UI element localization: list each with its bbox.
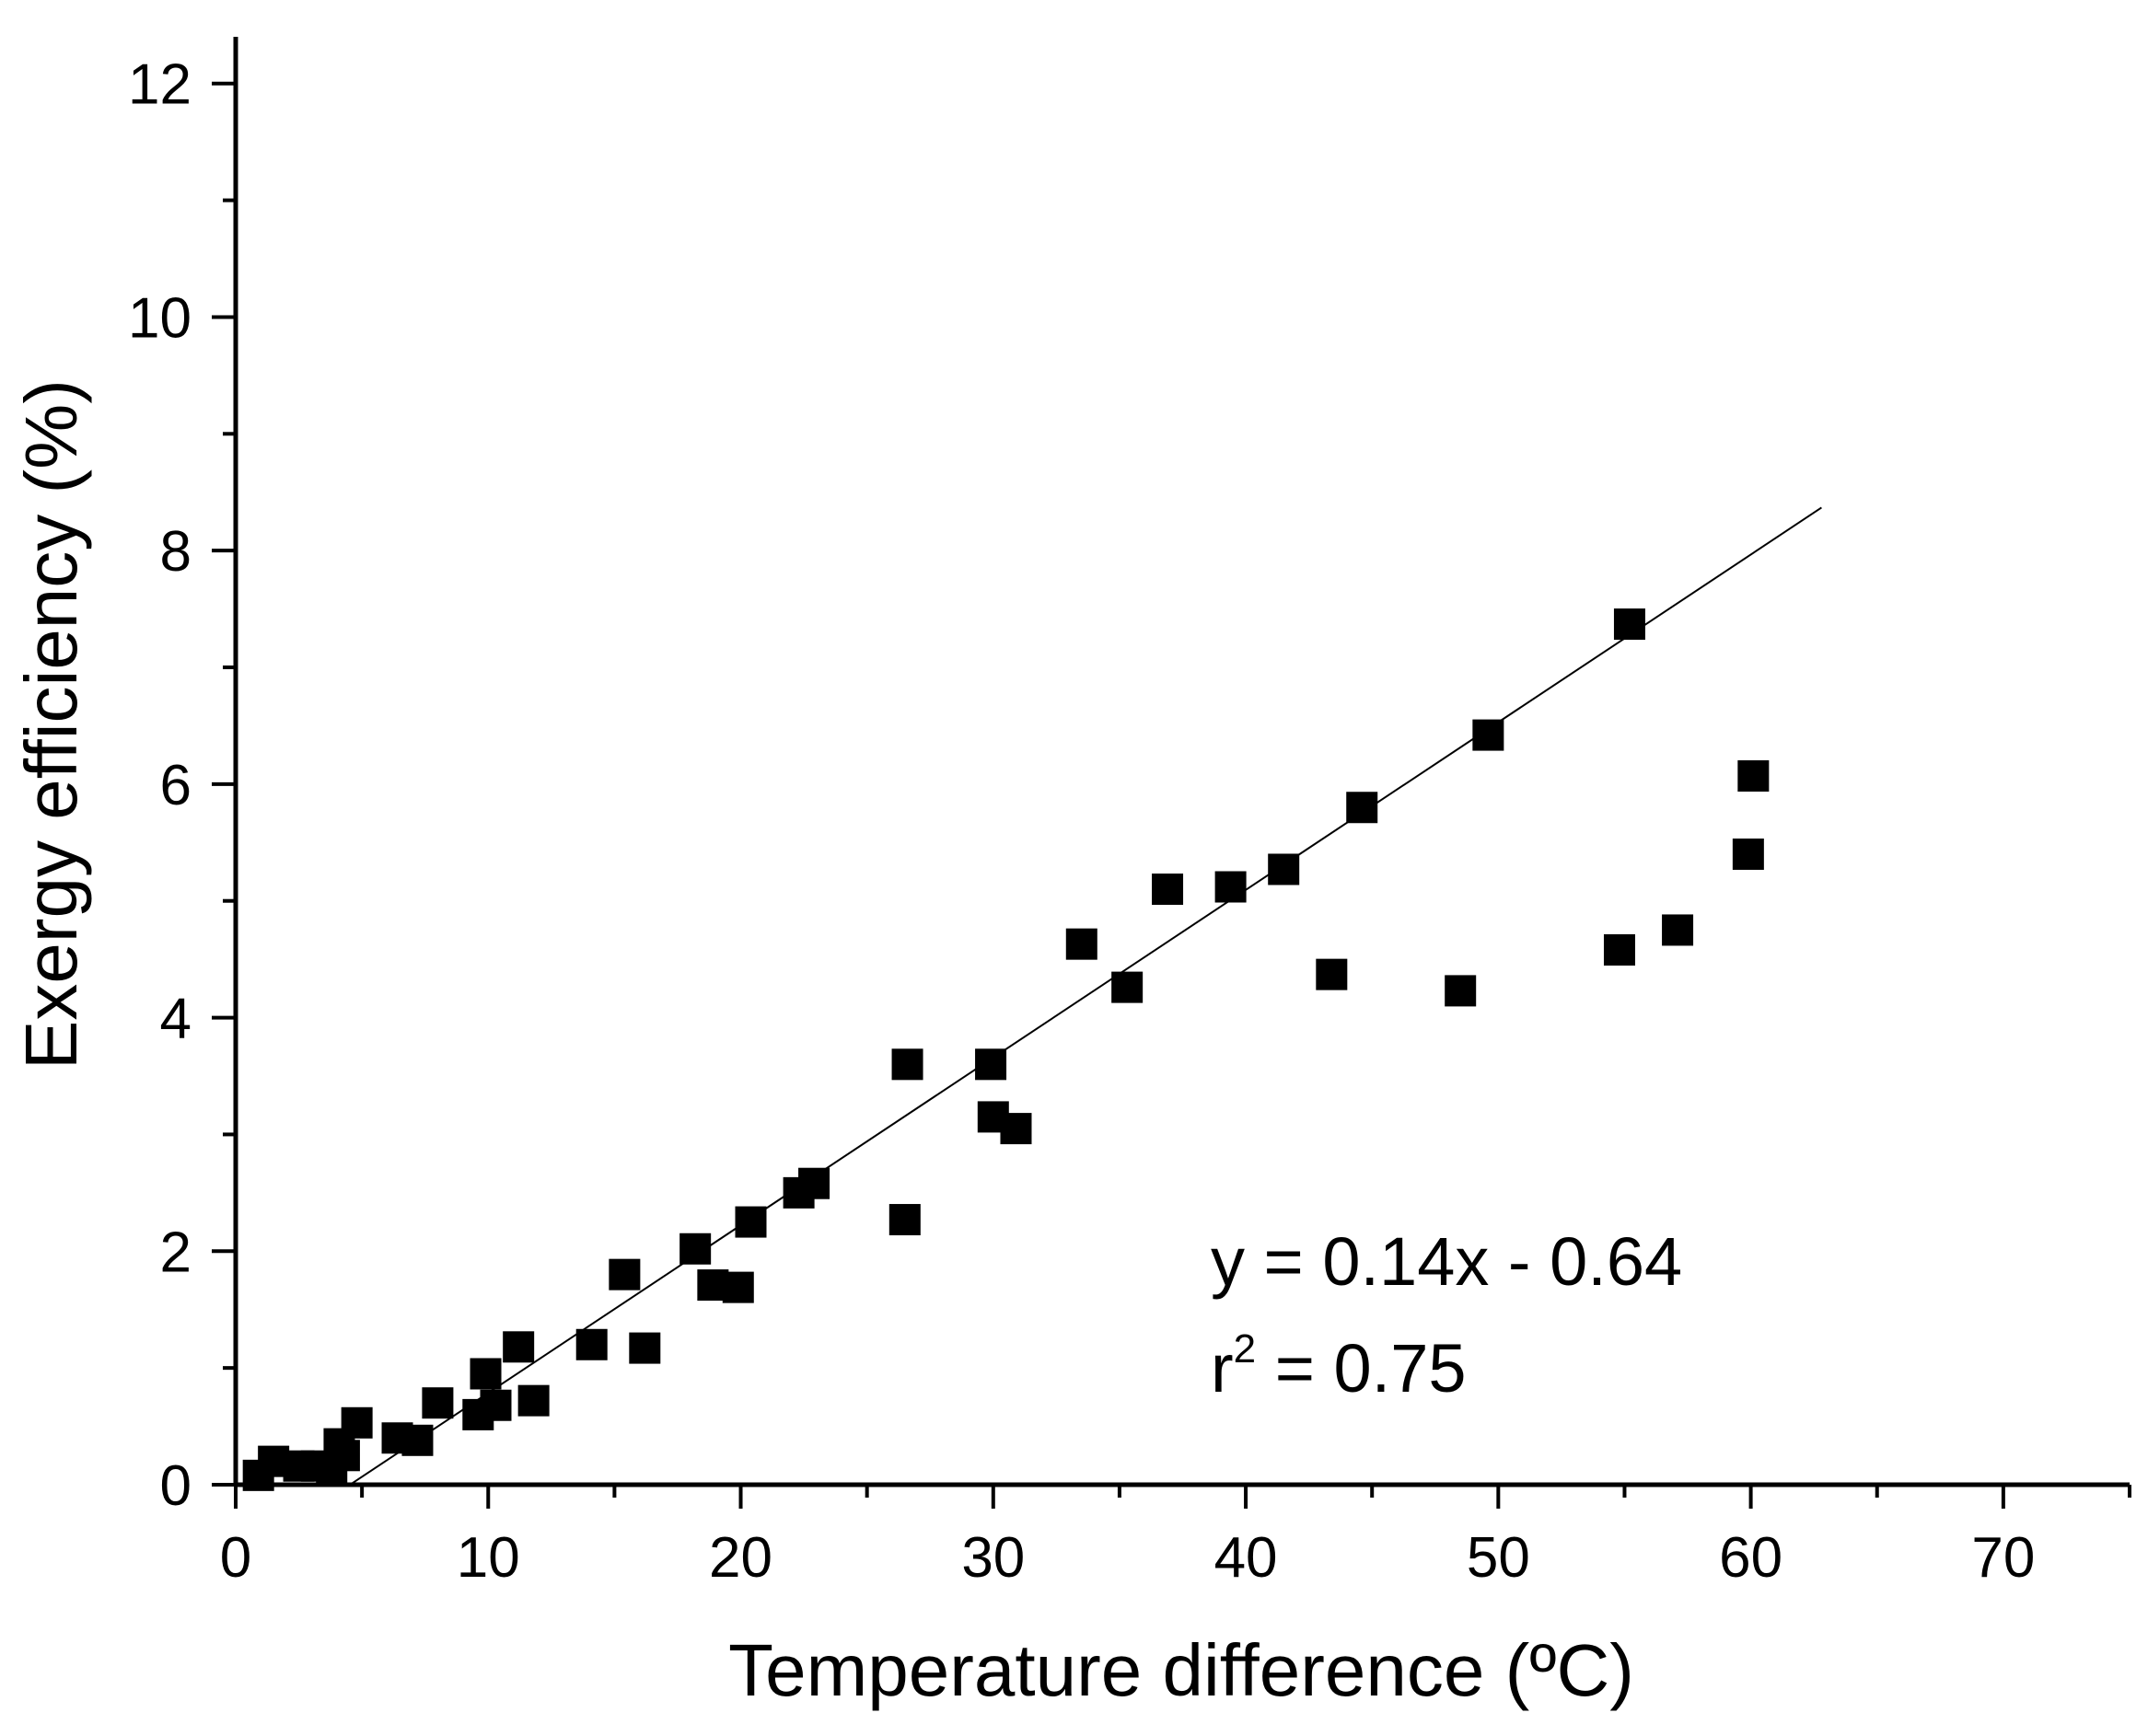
data-point (575, 1328, 608, 1360)
y-tick-label: 10 (128, 286, 192, 350)
x-tick-label: 60 (1719, 1526, 1782, 1590)
data-point (1000, 1113, 1032, 1145)
regression-line-group (349, 506, 1822, 1486)
data-point (735, 1206, 767, 1238)
regression-equation: y = 0.14x - 0.64 (1211, 1223, 1682, 1300)
r-squared-label: r2 = 0.75 (1211, 1326, 1467, 1406)
data-point (401, 1424, 434, 1456)
y-tick-label: 6 (160, 754, 192, 817)
data-point (1316, 958, 1348, 990)
r-squared-symbol: r (1211, 1330, 1234, 1406)
data-point (679, 1233, 712, 1265)
data-point (722, 1271, 754, 1303)
axis-ticks: 0 10 20 30 40 50 60 70 0 2 4 6 8 10 12 (128, 53, 2131, 1590)
data-point (517, 1384, 550, 1417)
axes (233, 37, 2130, 1487)
y-tick-label: 12 (128, 53, 192, 117)
r-squared-exponent: 2 (1234, 1326, 1256, 1371)
data-point (1268, 853, 1300, 885)
x-tick-label: 50 (1467, 1526, 1530, 1590)
data-point (1346, 792, 1378, 824)
data-point (1472, 719, 1504, 751)
x-axis-title: Temperature difference (ºC) (728, 1629, 1634, 1711)
y-tick-label: 2 (160, 1221, 192, 1284)
data-point (1065, 928, 1097, 960)
regression-line (349, 506, 1822, 1486)
data-point (1662, 914, 1694, 946)
data-point (480, 1389, 512, 1421)
data-point (1445, 975, 1477, 1007)
y-tick-label: 4 (160, 988, 192, 1051)
data-point (503, 1331, 535, 1363)
data-point (609, 1258, 641, 1290)
data-point (975, 1048, 1007, 1081)
data-point (1732, 838, 1764, 870)
data-points (242, 608, 1770, 1491)
r-squared-value: = 0.75 (1256, 1330, 1466, 1406)
data-point (1152, 874, 1184, 906)
x-tick-label: 0 (220, 1526, 251, 1590)
y-tick-label: 0 (160, 1454, 192, 1518)
data-point (328, 1440, 360, 1472)
x-tick-label: 20 (709, 1526, 772, 1590)
data-point (422, 1387, 454, 1419)
x-tick-label: 40 (1214, 1526, 1278, 1590)
data-point (1111, 971, 1144, 1003)
x-tick-label: 70 (1971, 1526, 2035, 1590)
data-point (798, 1167, 830, 1199)
data-point (341, 1406, 373, 1439)
data-point (1214, 871, 1247, 903)
y-tick-label: 8 (160, 520, 192, 584)
data-point (888, 1204, 921, 1236)
data-point (1613, 608, 1645, 641)
data-point (470, 1358, 502, 1390)
data-point (1603, 934, 1635, 966)
x-tick-label: 10 (457, 1526, 520, 1590)
y-axis-title: Exergy efficiency (%) (10, 379, 92, 1070)
data-point (1737, 759, 1770, 792)
data-point (629, 1332, 661, 1364)
data-point (891, 1048, 923, 1081)
x-tick-label: 30 (961, 1526, 1025, 1590)
